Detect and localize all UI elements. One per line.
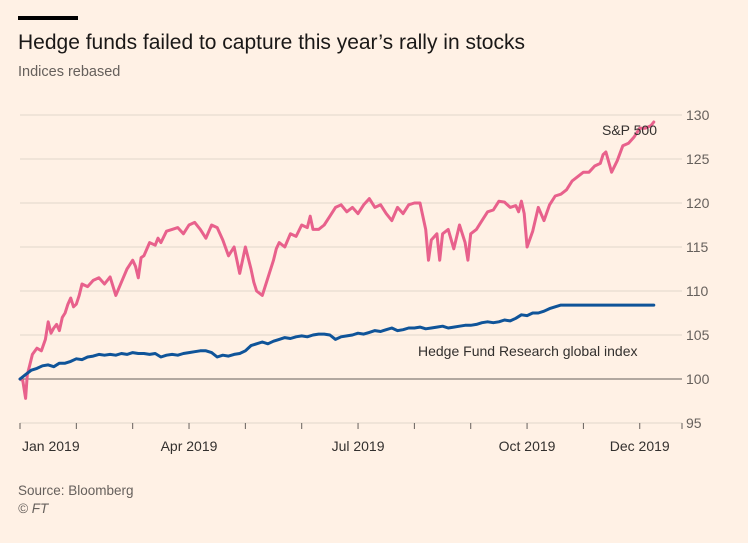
y-tick-label-95: 95	[686, 415, 702, 431]
line-chart: 95 100 105 110 115 120 125 130 Jan 2019 Apr 2019 J…	[18, 107, 710, 454]
y-tick-label-115: 115	[686, 239, 709, 255]
sp500-annotation: S&P 500	[602, 122, 657, 138]
brand-bar	[18, 16, 78, 20]
hfr-annotation: Hedge Fund Research global index	[418, 343, 637, 359]
y-tick-label-125: 125	[686, 151, 710, 167]
y-tick-label-100: 100	[686, 371, 710, 387]
hfr-index-line	[18, 303, 656, 381]
sp500-line	[18, 120, 656, 400]
x-tick-label-9: Oct 2019	[499, 438, 556, 454]
copyright-credit: © FT	[18, 501, 49, 516]
y-tick-label-130: 130	[686, 107, 710, 123]
y-tick-label-120: 120	[686, 195, 710, 211]
chart-title: Hedge funds failed to capture this year’…	[18, 31, 525, 54]
x-tick-label-11: Dec 2019	[610, 438, 670, 454]
source-note: Source: Bloomberg	[18, 483, 134, 498]
x-tick-label-3: Apr 2019	[161, 438, 218, 454]
x-tick-label-0: Jan 2019	[22, 438, 80, 454]
x-tick-label-6: Jul 2019	[332, 438, 385, 454]
y-tick-label-110: 110	[686, 283, 709, 299]
y-tick-label-105: 105	[686, 327, 710, 343]
chart-subtitle: Indices rebased	[18, 64, 121, 80]
